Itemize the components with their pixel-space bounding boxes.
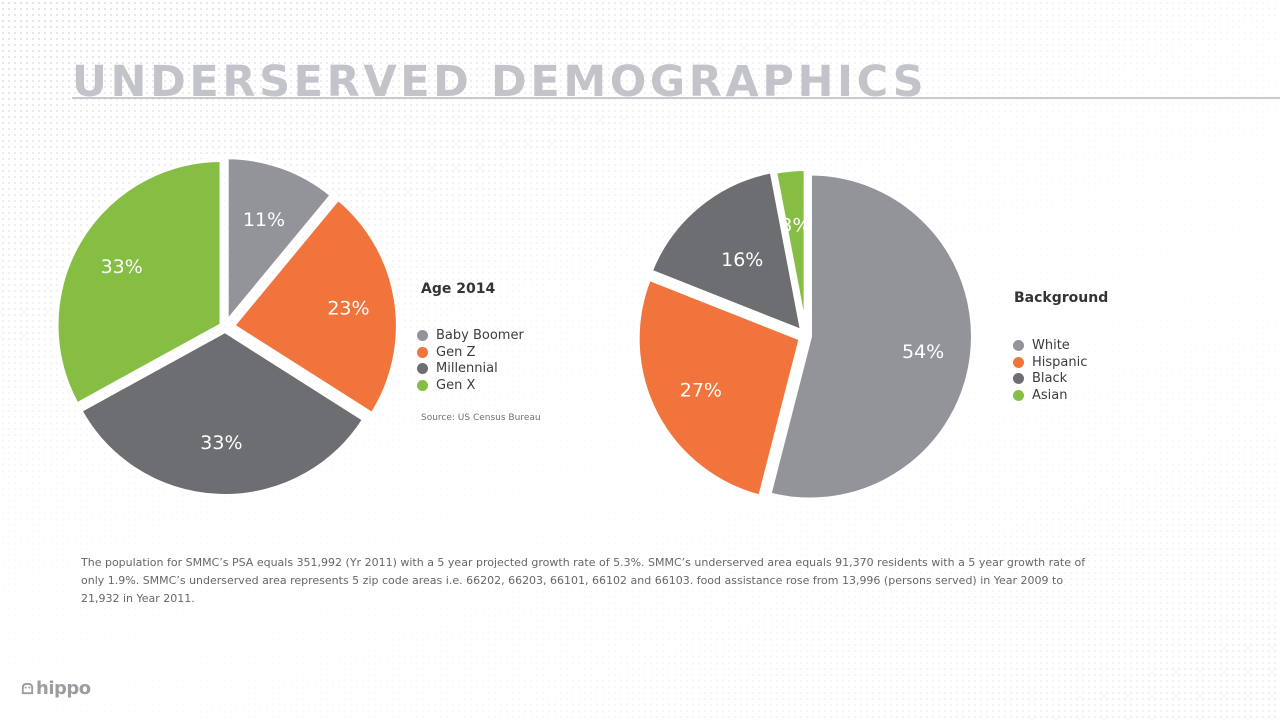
legend-swatch — [417, 363, 428, 375]
pie-label-black: 16% — [721, 249, 763, 271]
pie-slice-white — [767, 171, 975, 502]
pie-slice-millennial — [78, 328, 367, 498]
legend-swatch — [1013, 389, 1024, 401]
background-legend-title: Background — [1014, 290, 1109, 306]
legend-swatch — [417, 329, 428, 341]
legend-label: Black — [1032, 371, 1068, 387]
pie-label-white: 54% — [902, 341, 944, 363]
legend-item-gen-x: Gen X — [417, 377, 524, 394]
pie-slice-gen-x — [54, 157, 224, 407]
legend-label: Gen Z — [436, 344, 476, 360]
demographics-description: The population for SMMC’s PSA equals 351… — [81, 556, 1086, 605]
pie-label-baby-boomer: 11% — [243, 209, 285, 231]
legend-label: Hispanic — [1032, 354, 1088, 370]
pie-label-asian: 3% — [780, 214, 810, 236]
legend-swatch — [1013, 339, 1024, 351]
pie-slice-gen-z — [230, 196, 400, 417]
pie-label-gen-x: 33% — [101, 256, 143, 278]
legend-item-black: Black — [1013, 370, 1087, 387]
hippo-logo: hippo — [20, 678, 91, 699]
legend-swatch — [417, 379, 428, 391]
legend-label: Baby Boomer — [436, 327, 524, 343]
legend-label: White — [1032, 337, 1070, 353]
legend-item-millennial: Millennial — [417, 360, 524, 377]
age-legend-title: Age 2014 — [421, 281, 496, 297]
legend-label: Gen X — [436, 377, 476, 393]
hippo-logo-icon — [21, 682, 34, 695]
legend-label: Millennial — [436, 361, 498, 377]
pie-label-hispanic: 27% — [680, 380, 722, 402]
legend-item-white: White — [1013, 337, 1087, 354]
legend-swatch — [417, 346, 428, 358]
legend-item-asian: Asian — [1013, 387, 1087, 404]
legend-swatch — [1013, 373, 1024, 385]
background-legend: White Hispanic Black Asian — [1013, 337, 1087, 404]
pie-slice-black — [648, 169, 805, 334]
age-legend: Baby Boomer Gen Z Millennial Gen X — [417, 327, 524, 394]
title-divider — [72, 97, 1280, 99]
pie-label-gen-z: 23% — [327, 297, 369, 319]
pie-label-millennial: 33% — [200, 432, 242, 454]
chart-source-note: Source: US Census Bureau — [421, 413, 541, 423]
legend-swatch — [1013, 356, 1024, 368]
legend-item-baby-boomer: Baby Boomer — [417, 327, 524, 344]
pie-slice-baby-boomer — [224, 155, 334, 325]
pie-slice-asian — [773, 167, 808, 335]
legend-item-gen-z: Gen Z — [417, 344, 524, 361]
logo-wordmark: hippo — [36, 678, 91, 699]
pie-slice-hispanic — [635, 276, 803, 499]
legend-item-hispanic: Hispanic — [1013, 354, 1087, 371]
legend-label: Asian — [1032, 387, 1068, 403]
